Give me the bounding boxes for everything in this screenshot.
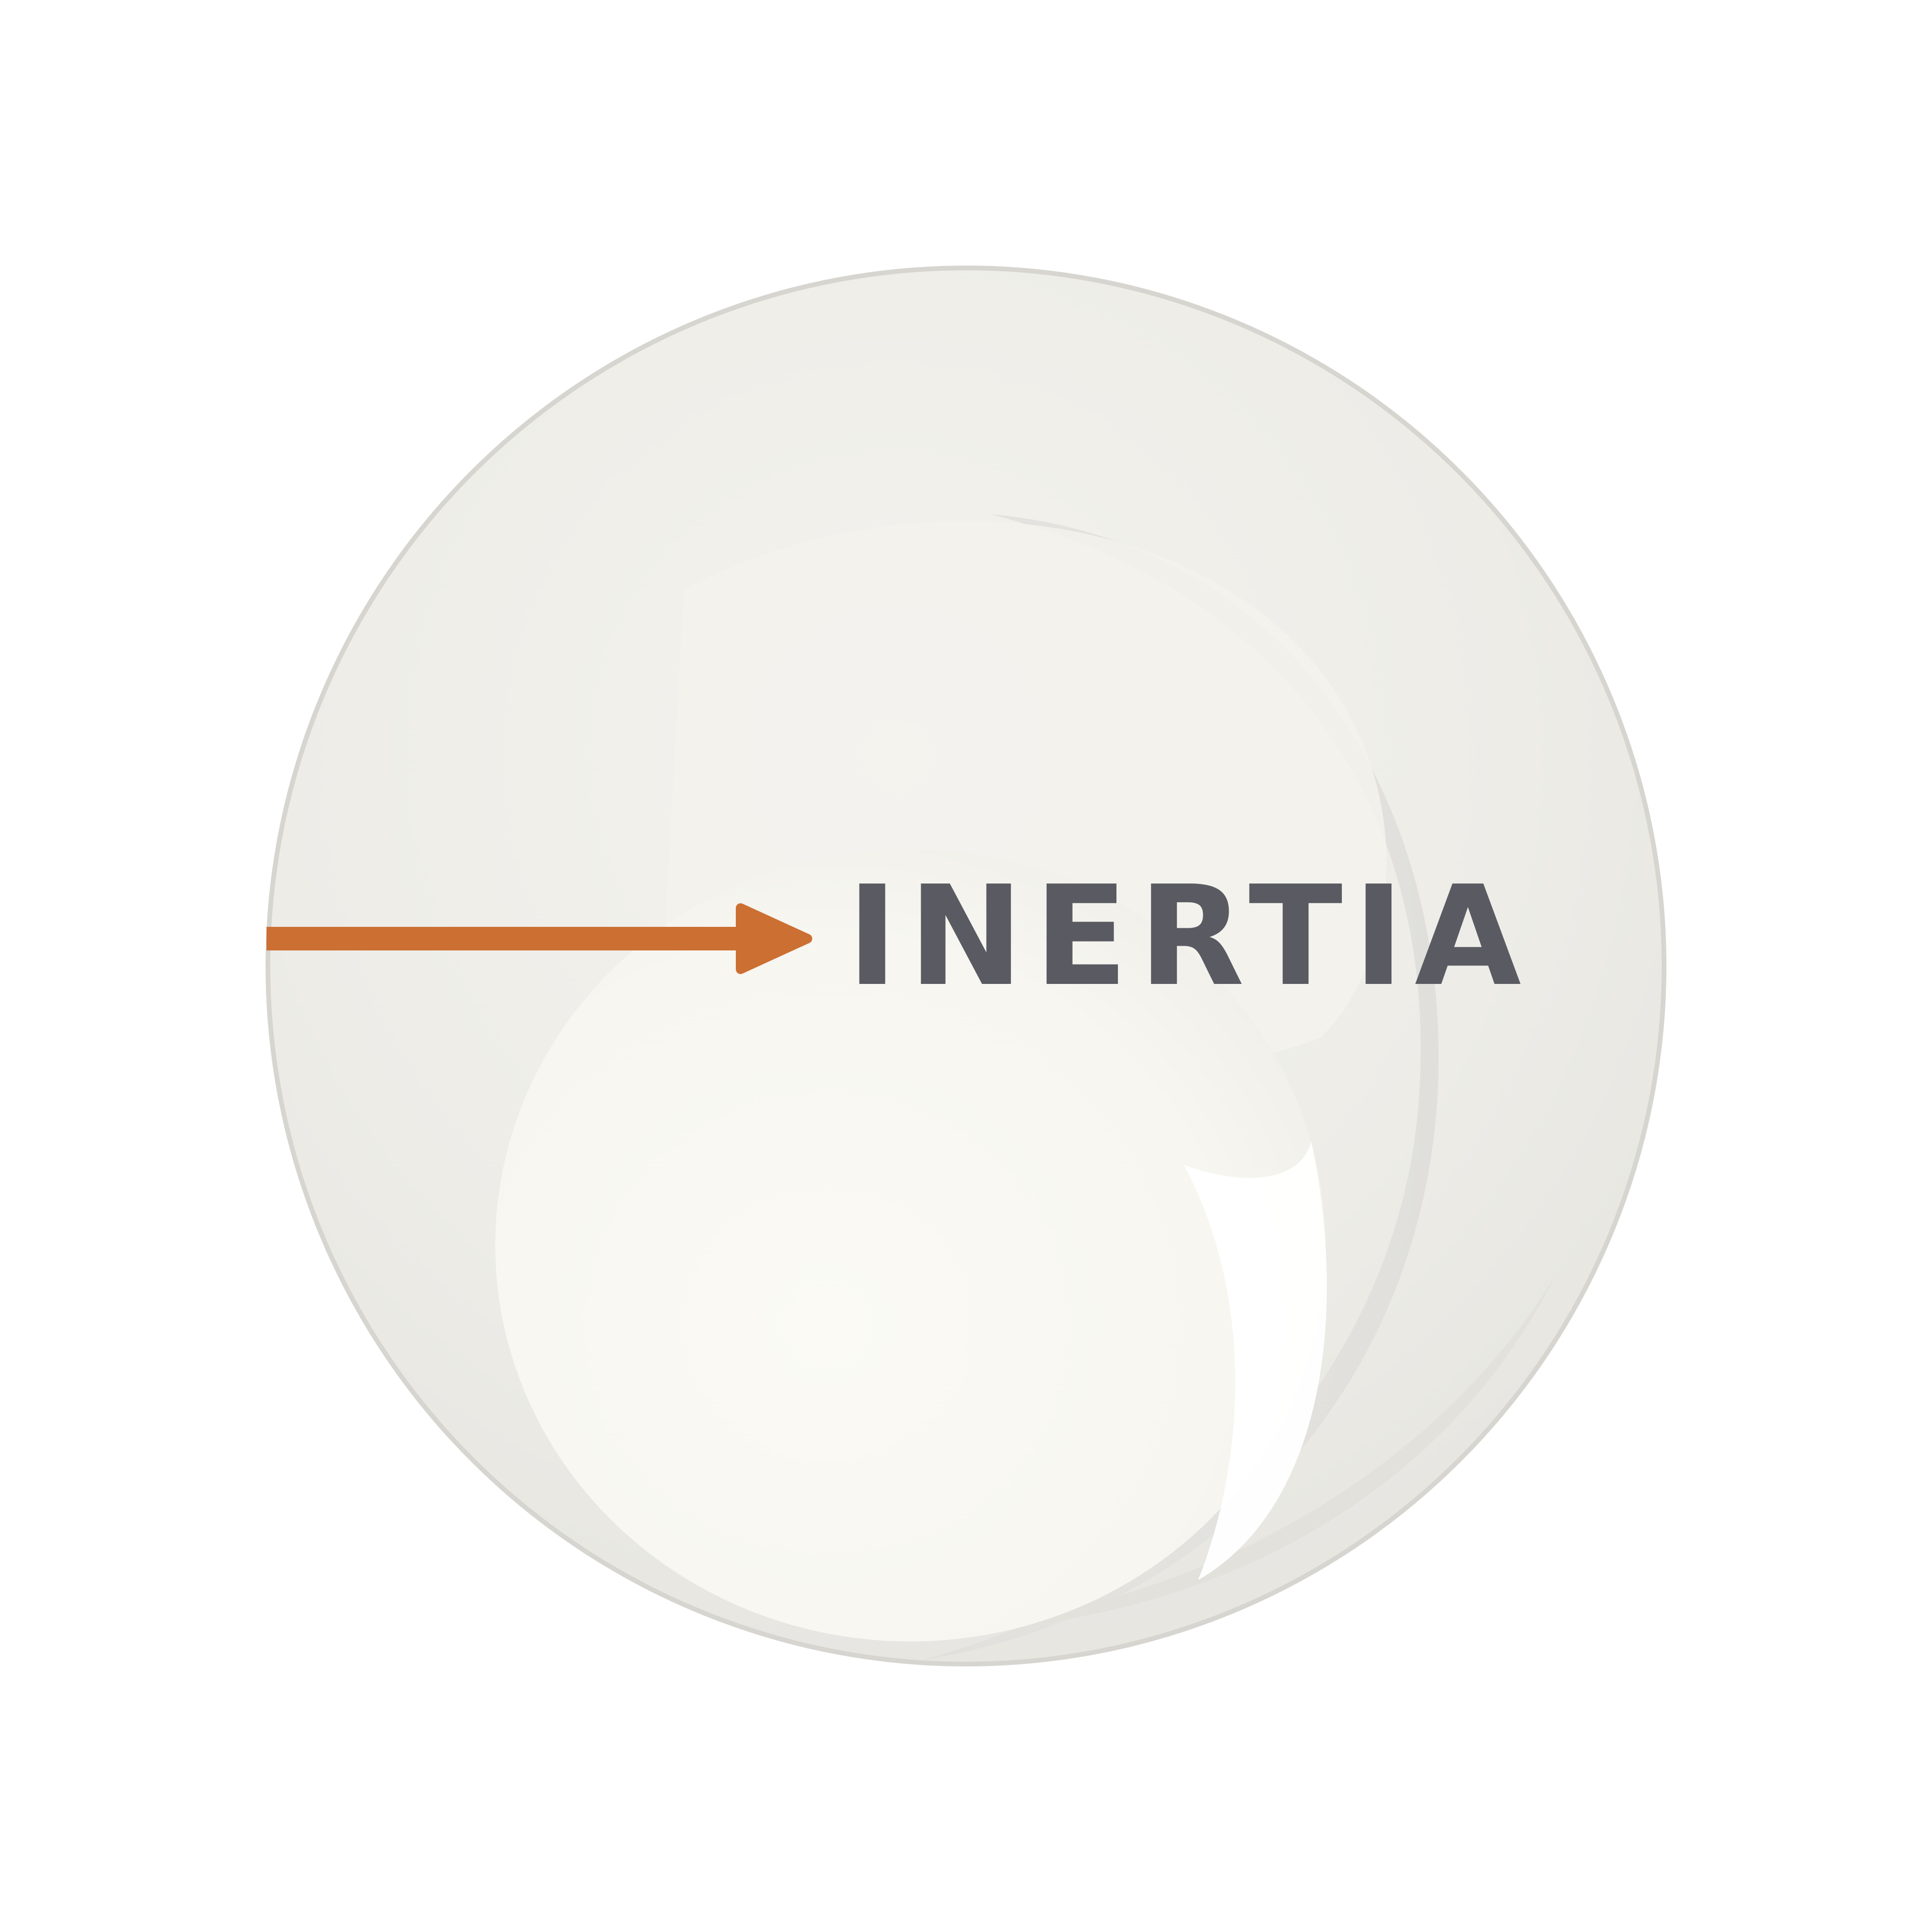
inner-sphere [495, 849, 1325, 1641]
inertia-label: INERTIA [847, 856, 1532, 1016]
inner-highlight [1184, 1141, 1327, 1580]
arrow-right-icon [266, 903, 812, 974]
